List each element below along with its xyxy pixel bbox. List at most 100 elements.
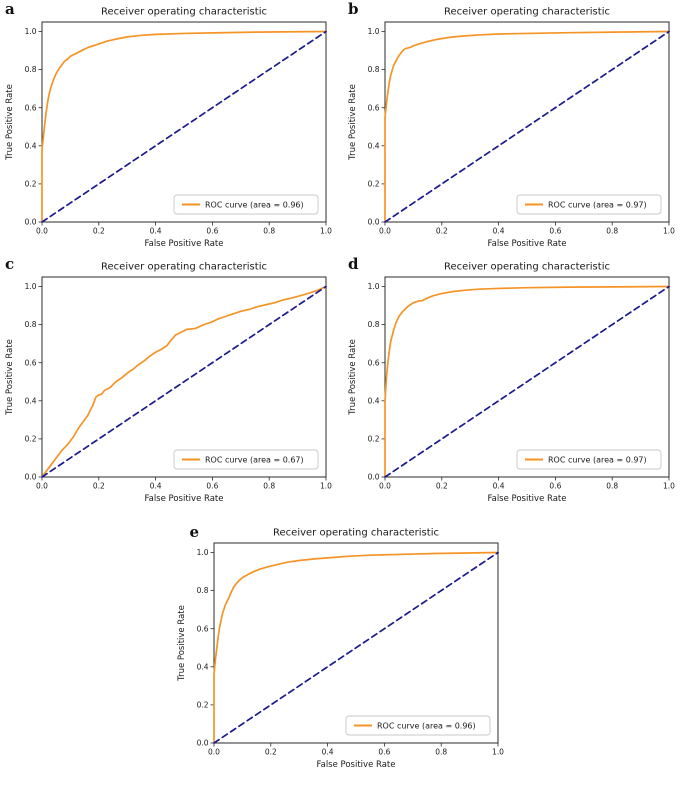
y-tick-label: 0.0: [25, 218, 37, 227]
legend-box: [516, 449, 662, 470]
x-axis-label: False Positive Rate: [316, 760, 395, 770]
y-tick-label: 0.2: [368, 435, 380, 444]
legend-label: ROC curve (area = 0.97): [548, 200, 647, 209]
legend: ROC curve (area = 0.96): [345, 715, 490, 736]
y-axis-label: True Positive Rate: [5, 84, 15, 161]
plot-frame: [213, 542, 498, 744]
panel-label-e: e: [189, 523, 200, 541]
legend-box: [516, 194, 662, 215]
roc-chart-e: Receiver operating characteristic 0.0 0.2 0…: [177, 528, 504, 771]
plot-frame: [384, 276, 670, 478]
y-tick-label: 0.6: [368, 358, 380, 367]
x-tick-label: 0.4: [150, 482, 162, 491]
panel-label-c: c: [5, 255, 15, 273]
x-tick-label: 0.2: [93, 227, 105, 236]
legend: ROC curve (area = 0.67): [173, 449, 319, 470]
y-tick-label: 1.0: [368, 27, 380, 36]
roc-chart-d: Receiver operating characteristic 0.0 0.2 0…: [348, 262, 675, 505]
y-axis-label: True Positive Rate: [5, 339, 15, 416]
y-tick-label: 0.2: [196, 701, 208, 710]
y-tick-label: 0.4: [368, 141, 380, 150]
y-axis-label: True Positive Rate: [348, 339, 358, 416]
x-tick-label: 0.6: [549, 227, 561, 236]
x-tick-label: 0.0: [379, 482, 391, 491]
y-tick-label: 0.8: [196, 586, 208, 595]
chance-diagonal-line: [384, 30, 670, 223]
chart-title: Receiver operating characteristic: [444, 7, 610, 18]
x-tick-label: 1.0: [320, 227, 332, 236]
roc-panel-d: d Receiver operating characteristic 0.0 0.…: [345, 257, 681, 509]
y-tick-label: 0.0: [368, 473, 380, 482]
x-tick-label: 0.0: [208, 748, 220, 757]
x-tick-label: 0.4: [321, 748, 333, 757]
x-tick-label: 1.0: [492, 748, 504, 757]
x-tick-label: 1.0: [663, 482, 675, 491]
roc-chart-b: Receiver operating characteristic 0.0 0.2 0…: [348, 7, 675, 250]
y-tick-label: 0.8: [368, 320, 380, 329]
y-tick-label: 0.6: [368, 103, 380, 112]
legend-label: ROC curve (area = 0.96): [205, 200, 304, 209]
roc-panel-b: b Receiver operating characteristic 0.0 0.…: [345, 2, 681, 254]
figure-row-3: e Receiver operating characteristic 0.0 0.…: [0, 523, 683, 775]
x-axis-label: False Positive Rate: [145, 239, 224, 249]
y-tick-label: 0.6: [25, 103, 37, 112]
roc-curve-line: [41, 30, 327, 223]
y-tick-label: 0.0: [368, 218, 380, 227]
chance-diagonal-line: [384, 285, 670, 478]
x-tick-label: 0.0: [379, 227, 391, 236]
y-tick-label: 1.0: [25, 282, 37, 291]
legend: ROC curve (area = 0.97): [516, 194, 662, 215]
roc-panel-c: c Receiver operating characteristic 0.0 0.…: [2, 257, 338, 509]
x-tick-label: 0.2: [436, 482, 448, 491]
x-tick-label: 1.0: [320, 482, 332, 491]
y-tick-label: 0.6: [196, 624, 208, 633]
y-tick-label: 0.8: [25, 320, 37, 329]
roc-curve-line: [41, 285, 327, 478]
legend: ROC curve (area = 0.97): [516, 449, 662, 470]
y-tick-label: 0.2: [25, 180, 37, 189]
x-tick-label: 0.8: [606, 482, 618, 491]
roc-curve-line: [212, 551, 499, 744]
x-tick-label: 0.4: [493, 482, 505, 491]
chance-diagonal-line: [212, 551, 499, 744]
roc-curve-line: [384, 285, 670, 478]
x-tick-label: 0.0: [36, 227, 48, 236]
y-axis-label: True Positive Rate: [177, 605, 187, 682]
x-tick-label: 0.6: [206, 482, 218, 491]
x-tick-label: 0.6: [206, 227, 218, 236]
chart-title: Receiver operating characteristic: [444, 262, 610, 273]
x-tick-label: 0.8: [263, 482, 275, 491]
y-tick-label: 0.2: [368, 180, 380, 189]
plot-frame: [41, 21, 327, 223]
legend: ROC curve (area = 0.96): [173, 194, 319, 215]
figure-row-2: c Receiver operating characteristic 0.0 0.…: [0, 257, 683, 509]
y-tick-label: 0.4: [196, 662, 208, 671]
panel-label-d: d: [348, 255, 359, 273]
chance-diagonal-line: [41, 285, 327, 478]
x-tick-label: 0.8: [263, 227, 275, 236]
y-tick-label: 1.0: [25, 27, 37, 36]
figure-row-1: a Receiver operating characteristic 0.0 0.…: [0, 2, 683, 254]
roc-panel-e: e Receiver operating characteristic 0.0 0.…: [174, 523, 510, 775]
y-tick-label: 0.4: [25, 141, 37, 150]
x-tick-label: 1.0: [663, 227, 675, 236]
y-tick-label: 0.4: [368, 396, 380, 405]
roc-chart-a: Receiver operating characteristic 0.0 0.2 0…: [5, 7, 332, 250]
x-axis-label: False Positive Rate: [488, 239, 567, 249]
x-tick-label: 0.4: [150, 227, 162, 236]
y-tick-label: 1.0: [196, 548, 208, 557]
legend-box: [173, 194, 319, 215]
plot-frame: [41, 276, 327, 478]
x-tick-label: 0.2: [436, 227, 448, 236]
y-tick-label: 0.0: [25, 473, 37, 482]
x-tick-label: 0.8: [606, 227, 618, 236]
plot-frame: [384, 21, 670, 223]
legend-label: ROC curve (area = 0.96): [377, 721, 476, 730]
chart-title: Receiver operating characteristic: [273, 528, 439, 539]
x-tick-label: 0.2: [93, 482, 105, 491]
chart-title: Receiver operating characteristic: [101, 262, 267, 273]
x-axis-label: False Positive Rate: [145, 494, 224, 504]
panel-label-a: a: [5, 0, 15, 18]
panel-label-b: b: [348, 0, 359, 18]
